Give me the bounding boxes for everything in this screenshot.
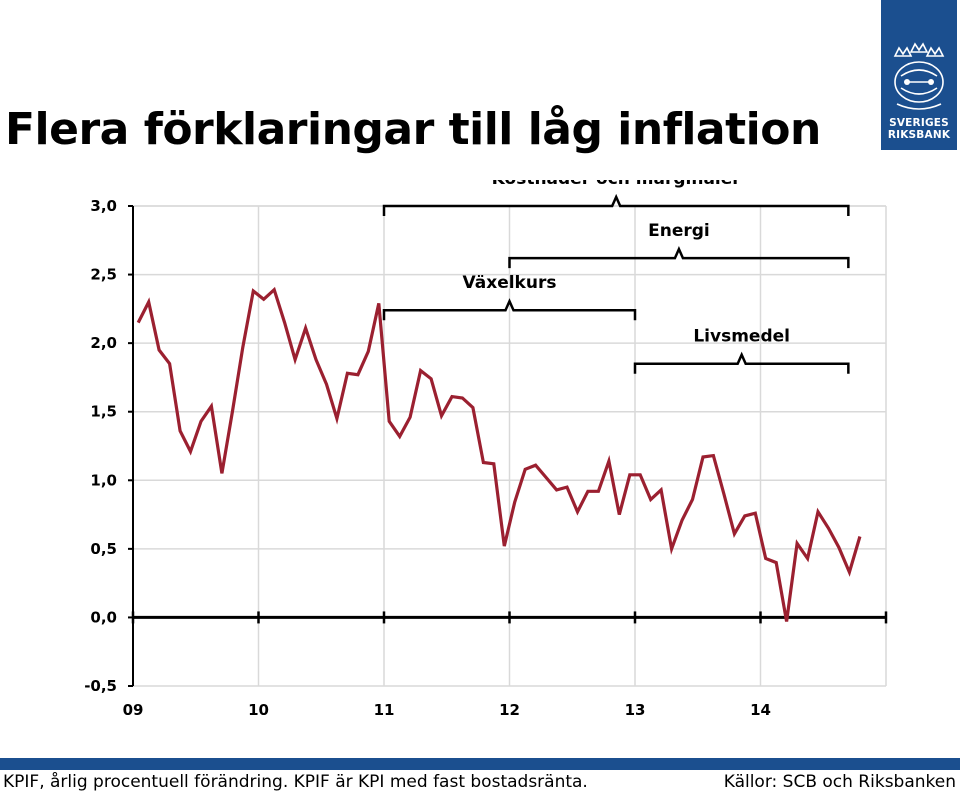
y-tick-label: -0,5	[84, 677, 117, 695]
axes: 3,0 2,5 2,0 1,5 1,0 0,5 0,0 -0,5 09 10 11 12 13 14	[84, 197, 888, 719]
annotation-label: Energi	[648, 221, 710, 241]
grid	[133, 205, 887, 687]
annotation-bracket	[382, 298, 637, 321]
footer-bar	[0, 758, 960, 770]
series	[136, 286, 862, 622]
y-tick-label: 3,0	[90, 197, 117, 215]
x-tick-label: 13	[625, 701, 646, 719]
y-tick-label: 1,5	[90, 403, 117, 421]
annotation-bracket	[382, 193, 850, 216]
footer-source: Källor: SCB och Riksbanken	[723, 772, 956, 792]
x-tick-label: 11	[374, 701, 395, 719]
page-title: Flera förklaringar till låg inflation	[5, 104, 821, 155]
x-tick-label: 14	[750, 701, 771, 719]
y-tick-label: 0,5	[90, 540, 117, 558]
x-tick-label: 12	[499, 701, 520, 719]
y-tick-label: 1,0	[90, 471, 117, 489]
annotation-bracket	[633, 351, 850, 374]
x-tick-label: 09	[123, 701, 144, 719]
line-chart: 3,0 2,5 2,0 1,5 1,0 0,5 0,0 -0,5 09 10 11 12 13 14 Ko…	[84, 180, 888, 719]
annotation-label: Livsmedel	[693, 327, 790, 347]
annotation-label: Kostnader och marginaler	[492, 180, 742, 189]
y-tick-label: 2,5	[90, 266, 117, 284]
riksbank-logo: SVERIGES RIKSBANK	[881, 0, 957, 150]
annotation-bracket	[508, 246, 850, 269]
logo-line-1: SVERIGES	[889, 117, 949, 129]
annotations: Kostnader och marginaler Energi Växelkurs L…	[382, 180, 850, 374]
y-tick-label: 0,0	[90, 608, 117, 626]
kpif-line	[136, 286, 862, 622]
logo-line-2: RIKSBANK	[887, 129, 951, 141]
riksbank-crest-icon	[893, 42, 945, 110]
annotation-label: Växelkurs	[463, 273, 557, 293]
y-tick-label: 2,0	[90, 334, 117, 352]
footer-note: KPIF, årlig procentuell förändring. KPIF…	[3, 772, 588, 792]
x-tick-label: 10	[248, 701, 269, 719]
